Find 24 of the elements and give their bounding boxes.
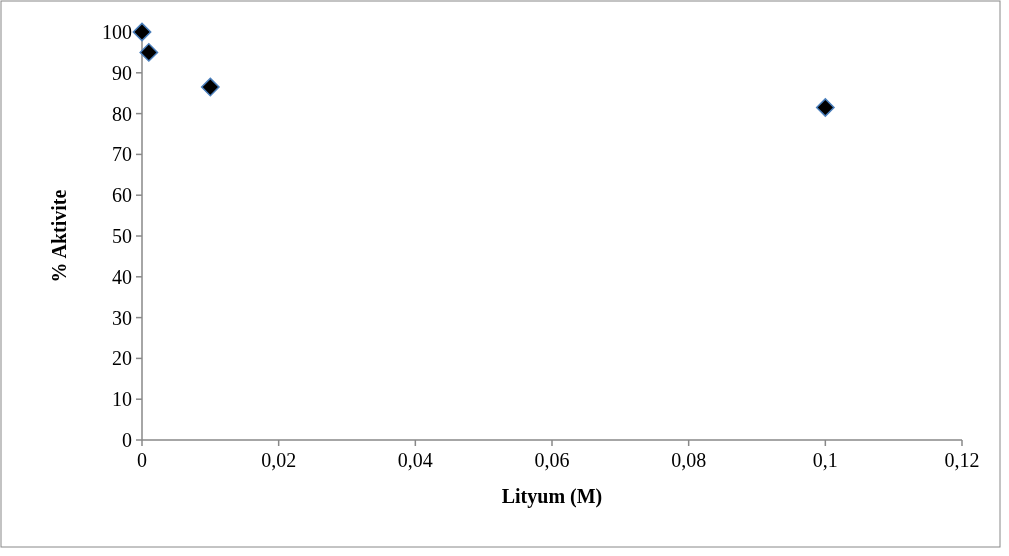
y-tick-label: 40 — [112, 265, 132, 288]
y-tick-label: 60 — [112, 184, 132, 207]
y-tick-label: 80 — [112, 102, 132, 125]
y-tick-label: 100 — [102, 21, 132, 43]
x-tick-label: 0 — [137, 449, 147, 471]
y-tick-label: 90 — [112, 61, 132, 84]
y-tick-label: 0 — [122, 429, 132, 451]
point — [139, 42, 159, 62]
x-tick-label: 0,04 — [397, 449, 433, 471]
point — [200, 77, 220, 97]
y-axis-title: % Aktivite — [48, 189, 70, 283]
point — [815, 98, 835, 117]
y-tick-label: 50 — [112, 225, 132, 247]
y-tick-label: 20 — [112, 347, 132, 370]
x-tick-label: 0,1 — [812, 449, 838, 471]
x-axis-title: Lityum (M) — [501, 485, 603, 508]
x-tick-label: 0,06 — [534, 449, 570, 471]
y-tick-label: 70 — [112, 143, 132, 166]
y-tick-label: 30 — [112, 306, 132, 329]
x-tick-label: 0,12 — [944, 449, 980, 471]
point — [132, 22, 152, 42]
x-tick-label: 0,02 — [261, 449, 297, 471]
y-tick-label: 10 — [112, 388, 132, 411]
x-tick-label: 0,08 — [671, 449, 707, 471]
